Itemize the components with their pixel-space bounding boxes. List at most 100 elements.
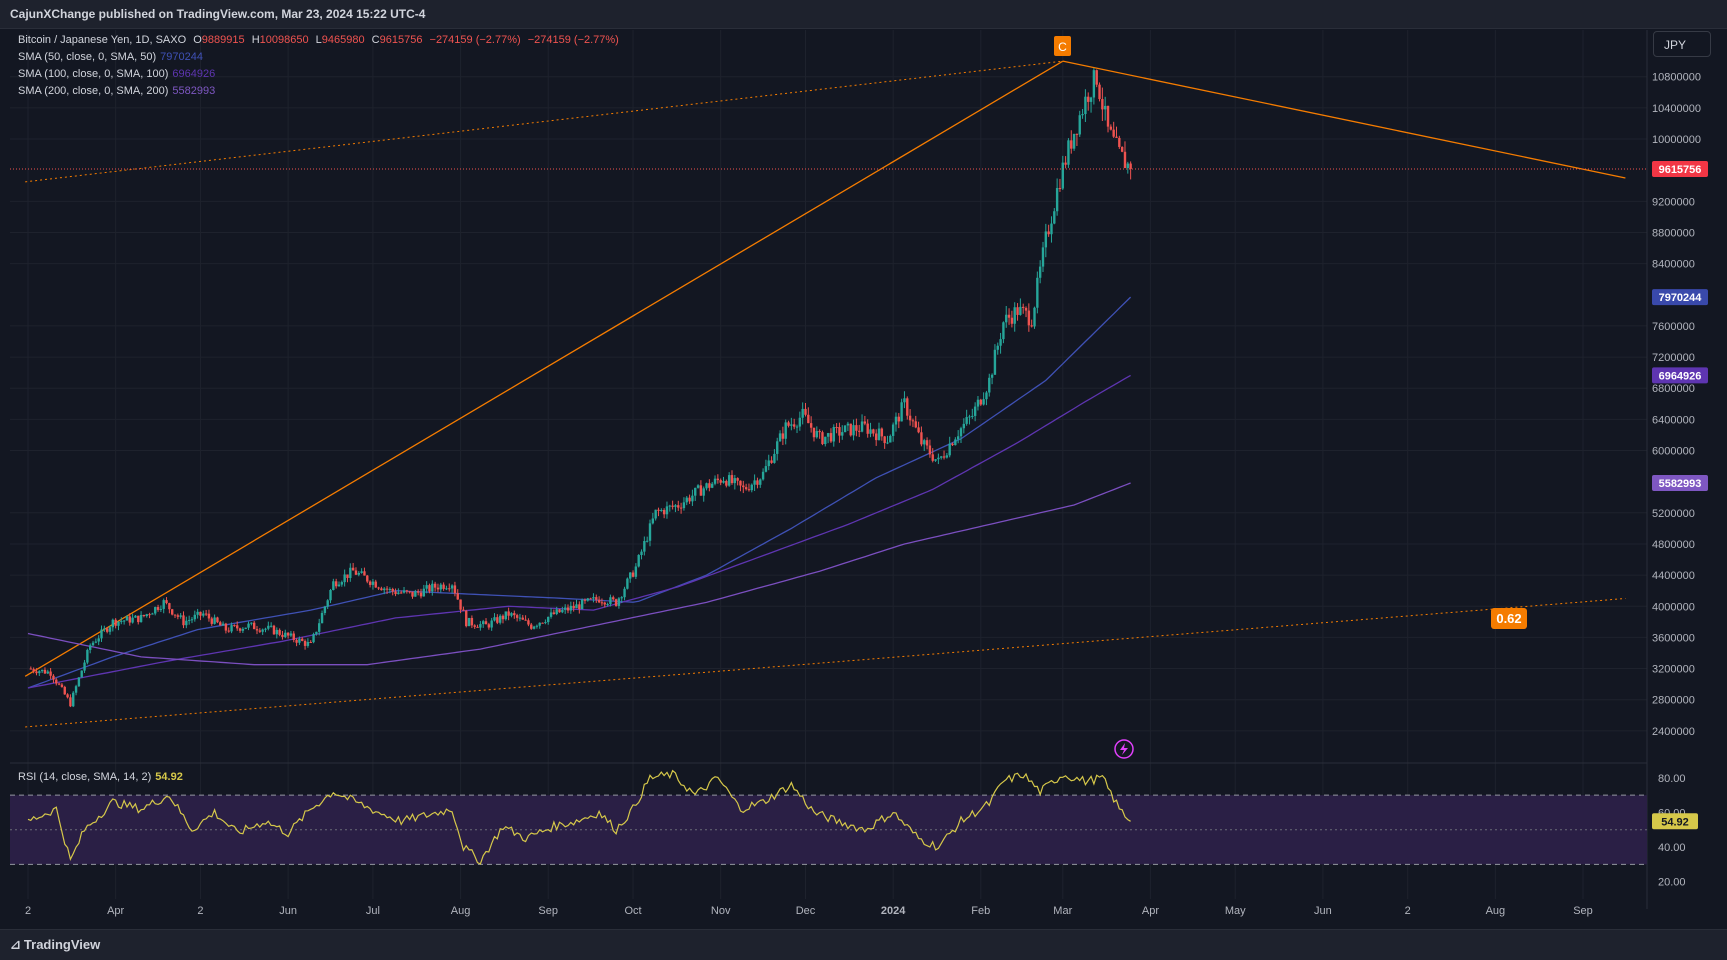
candle-body	[677, 505, 680, 508]
candle-body	[1030, 325, 1033, 327]
candle-body	[1075, 133, 1079, 135]
currency-button[interactable]: JPY	[1653, 31, 1711, 57]
candle-body	[86, 649, 89, 663]
candle-body	[713, 478, 717, 484]
candle-body	[1007, 314, 1011, 318]
candle-body	[869, 429, 872, 434]
time-tick-label: Jun	[279, 905, 297, 917]
candle-body	[532, 626, 536, 629]
candle-body	[597, 599, 601, 603]
candle-body	[784, 422, 787, 439]
candle-body	[236, 625, 239, 629]
candle-body	[1061, 162, 1064, 189]
candle-body	[219, 622, 222, 626]
candle-body	[388, 588, 392, 590]
sma50-label: SMA (50, close, 0, SMA, 50)	[18, 51, 157, 63]
candle-body	[722, 480, 725, 483]
candle-body	[337, 584, 341, 587]
price-tick-label: 10000000	[1652, 134, 1701, 146]
sma100-line	[27, 374, 1131, 689]
candle-body	[414, 591, 417, 597]
rsi-line-group	[27, 769, 1131, 865]
time-tick-label: Aug	[451, 905, 471, 917]
candle-body	[91, 642, 95, 646]
legend-rsi: RSI (14, close, SMA, 14, 2) 54.92	[18, 771, 187, 783]
candle-body	[425, 585, 428, 589]
candle-body	[397, 592, 400, 595]
candle-body	[1027, 310, 1031, 326]
time-tick-label: Feb	[971, 905, 990, 917]
candle-body	[145, 614, 148, 617]
candle-body	[897, 416, 900, 422]
candle-body	[318, 623, 321, 632]
price-badges: 9615756 7970244 6964926 5582993 54.92	[1652, 160, 1708, 830]
candle-body	[928, 445, 932, 455]
lightning-icon[interactable]	[1114, 739, 1134, 759]
candle-body	[1013, 307, 1016, 324]
price-tick-label: 8400000	[1652, 259, 1695, 271]
candle-body	[937, 457, 940, 460]
candle-body	[380, 588, 383, 591]
sma50-line	[27, 296, 1132, 689]
candle-body	[1050, 223, 1053, 235]
candle-body	[289, 633, 293, 636]
candle-body	[216, 617, 219, 623]
close-value: 9615756	[379, 34, 423, 46]
candle-body	[790, 424, 793, 426]
candle-body	[43, 669, 47, 674]
candle-body	[187, 619, 191, 621]
price-badge-label: 5582993	[1659, 478, 1702, 490]
candle-body	[281, 634, 284, 637]
candle-body	[592, 597, 595, 599]
candle-body	[858, 430, 861, 432]
candle-body	[792, 424, 796, 427]
rsi-line	[27, 769, 1131, 865]
candle-body	[32, 669, 35, 672]
candle-body	[332, 581, 335, 590]
candle-body	[154, 607, 157, 614]
candle-body	[778, 433, 782, 442]
candle-body	[736, 478, 739, 481]
time-tick-label: Aug	[1486, 905, 1506, 917]
candle-body	[530, 624, 533, 629]
price-axis[interactable]: 10800000 10400000 10000000 9200000 8800000 84…	[1652, 72, 1701, 738]
candle-body	[863, 421, 867, 424]
price-tick-label: 4000000	[1652, 601, 1695, 613]
tradingview-logo[interactable]: ⊿ TradingView	[10, 937, 100, 953]
candle-body	[889, 435, 892, 443]
candle-body	[122, 620, 126, 622]
trendlines[interactable]	[24, 60, 1626, 728]
time-tick-label: Jul	[366, 905, 380, 917]
candle-body	[872, 429, 875, 434]
fib-marker	[1491, 608, 1527, 629]
low-value: 9465980	[321, 34, 365, 46]
candle-body	[97, 638, 100, 642]
change-value: −274159 (−2.77%)	[429, 34, 521, 46]
candle-body	[979, 399, 982, 405]
candle-body	[920, 432, 923, 445]
legend-sma50: SMA (50, close, 0, SMA, 50) 7970244	[18, 51, 207, 63]
rsi-band	[10, 795, 1647, 865]
candle-body	[637, 555, 640, 567]
candle-body	[400, 592, 403, 594]
candle-body	[733, 478, 737, 484]
candle-body	[238, 628, 242, 631]
rsi-levels	[10, 794, 1647, 865]
candle-body	[1047, 231, 1050, 235]
candle-body	[555, 609, 558, 615]
candle-body	[1106, 105, 1110, 127]
candle-body	[470, 617, 474, 626]
candle-body	[1010, 317, 1014, 324]
candle-body	[750, 484, 753, 491]
price-tick-label: 9200000	[1652, 196, 1695, 208]
time-axis[interactable]: 2 Apr 2 Jun Jul Aug Sep Oct Nov Dec 2024 Feb Mar Apr M…	[25, 905, 1593, 917]
candle-body	[940, 456, 943, 458]
candle-body	[213, 617, 216, 624]
publisher-text: CajunXChange published on TradingView.co…	[10, 7, 426, 21]
candle-body	[295, 639, 298, 643]
candle-body	[1044, 231, 1048, 248]
candle-body	[798, 417, 802, 427]
legend-symbol-row: Bitcoin / Japanese Yen, 1D, SAXO O988991…	[18, 34, 623, 46]
